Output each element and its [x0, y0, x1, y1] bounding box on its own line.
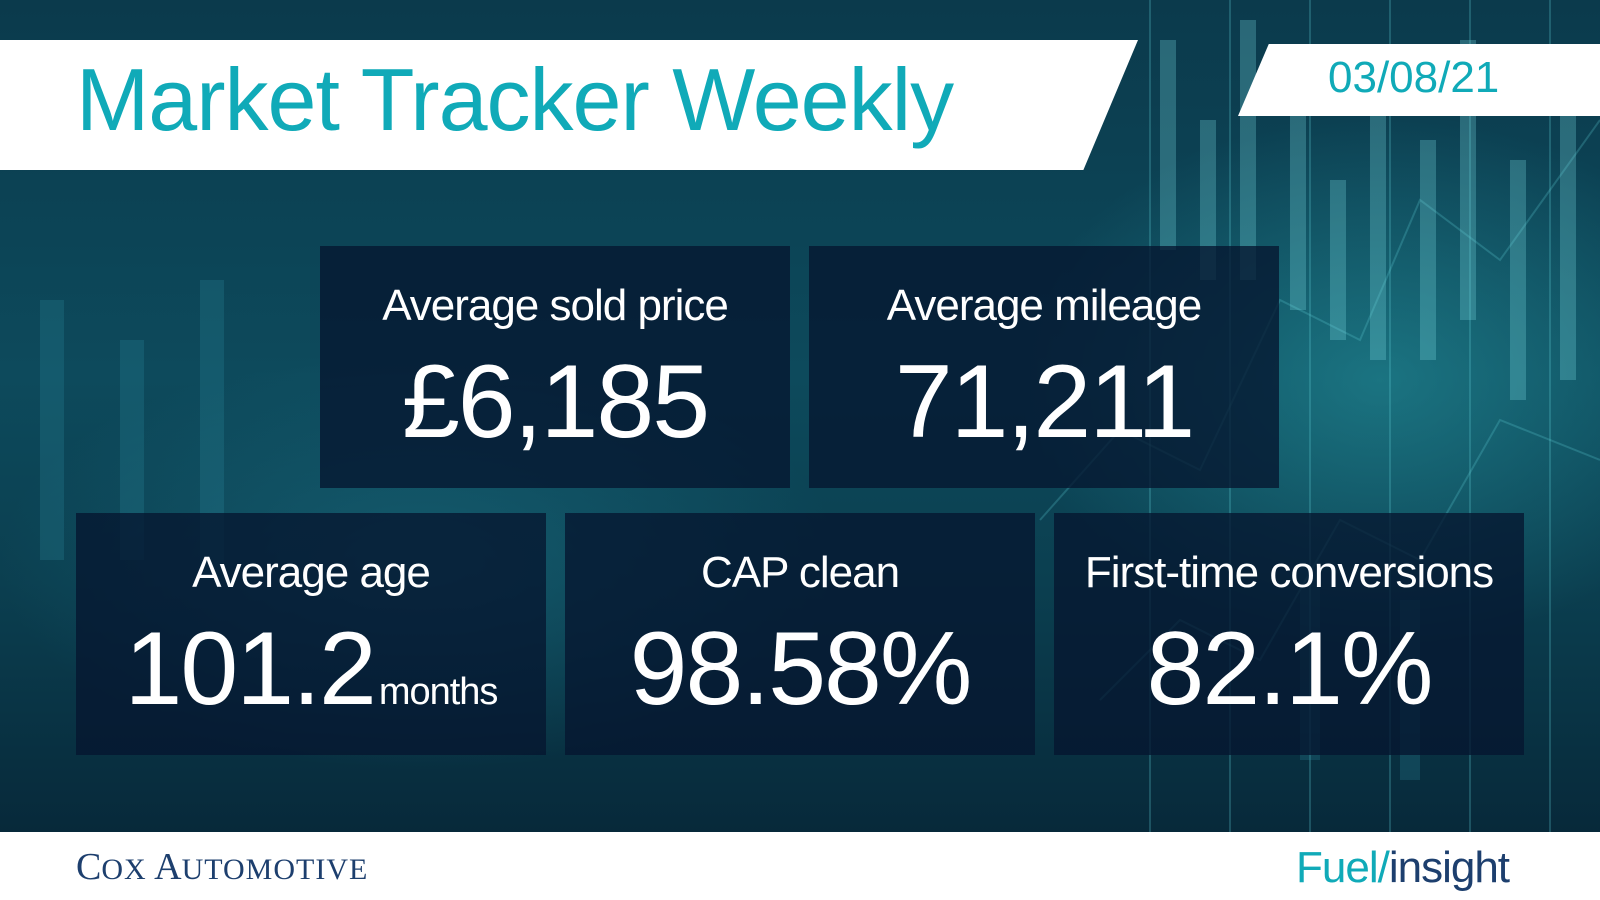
stat-unit: months — [378, 671, 499, 713]
stat-card-average-sold-price: Average sold price £6,185 — [320, 246, 790, 488]
stat-card-average-mileage: Average mileage 71,211 — [809, 246, 1279, 488]
stat-card-cap-clean: CAP clean 98.58% — [565, 513, 1035, 755]
stat-number: £6,185 — [401, 344, 710, 460]
date-banner — [1238, 44, 1600, 116]
stat-label: CAP clean — [700, 548, 900, 597]
stat-number: 71,211 — [894, 344, 1195, 460]
title-banner — [0, 40, 1138, 170]
stat-value: 98.58% — [565, 617, 1035, 721]
stat-number: 82.1% — [1146, 611, 1434, 727]
stat-card-average-age: Average age 101.2 months — [76, 513, 546, 755]
stat-card-first-time-conversions: First-time conversions 82.1% — [1054, 513, 1524, 755]
page-title: Market Tracker Weekly — [76, 50, 954, 149]
stat-value: 101.2 months — [76, 617, 546, 721]
fuel-logo-part2: insight — [1388, 843, 1510, 892]
stat-value: 82.1% — [1054, 617, 1524, 721]
stat-label: Average mileage — [886, 281, 1202, 330]
stat-number: 98.58% — [629, 611, 973, 727]
stat-label: First-time conversions — [1084, 548, 1494, 597]
fuel-insight-logo: Fuel/insight — [1296, 843, 1510, 892]
fuel-logo-part1: Fuel/ — [1296, 843, 1390, 892]
stat-value: 71,211 — [809, 350, 1279, 454]
stat-number: 101.2 — [124, 611, 377, 727]
stat-label: Average age — [192, 548, 431, 597]
report-date: 03/08/21 — [1328, 53, 1500, 102]
stat-value: £6,185 — [320, 350, 790, 454]
footer-bar — [0, 832, 1600, 900]
cox-automotive-logo: COX AUTOMOTIVE — [76, 846, 369, 888]
stat-label: Average sold price — [382, 281, 729, 330]
